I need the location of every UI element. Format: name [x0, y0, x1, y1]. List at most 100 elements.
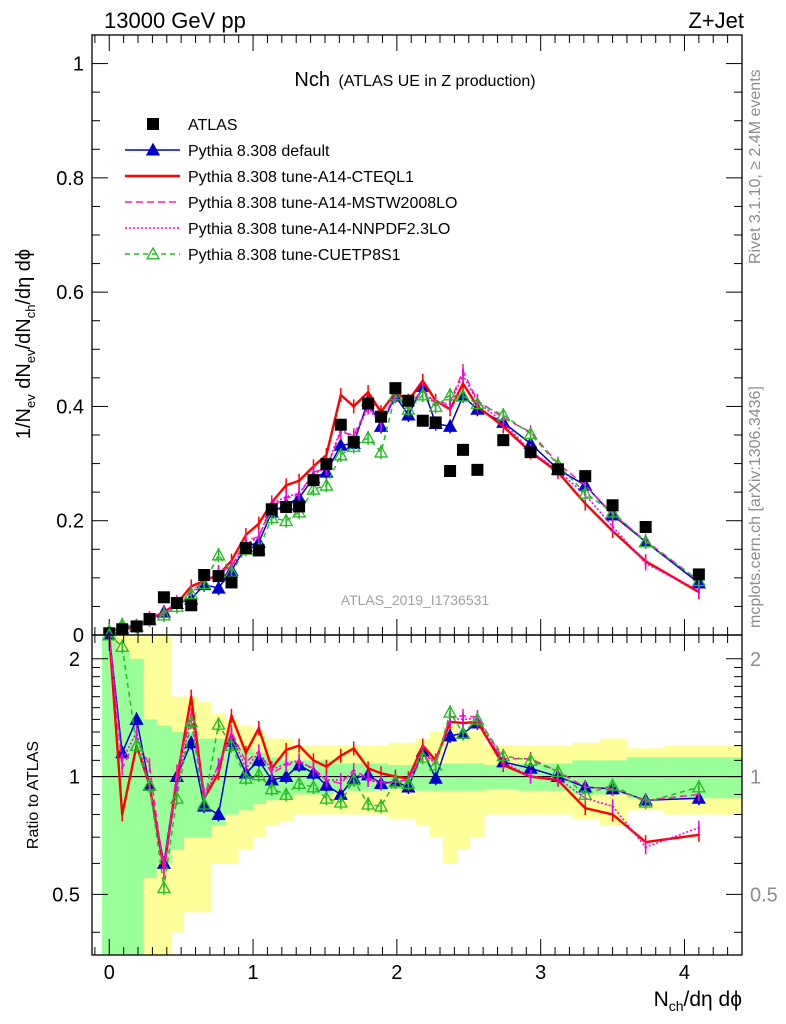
- legend-entry: Pythia 8.308 tune-A14-MSTW2008LO: [125, 195, 457, 212]
- ratio-cteql1-point: [352, 747, 355, 750]
- main-cuetp8s1-point: [428, 399, 443, 412]
- ratio-y-tick-label: 0.5: [52, 884, 80, 906]
- ratio-cteql1-point: [312, 759, 315, 762]
- ratio-cteql1-point: [584, 807, 587, 810]
- ratio-cteql1-point: [284, 748, 288, 752]
- main-y-axis-title: 1/Nev dNev/dNch/dη dϕ: [13, 249, 38, 439]
- main-cuetp8s1-point: [605, 504, 620, 518]
- main-default-point: [442, 419, 458, 432]
- main-nnpdf23lo-point: [257, 536, 261, 540]
- ratio-nnpdf23lo-point: [244, 767, 248, 770]
- ratio-nnpdf23lo-point: [162, 862, 166, 865]
- ratio-cuetp8s1-point: [238, 770, 253, 784]
- ratio-nnpdf23lo-point: [644, 845, 647, 849]
- main-cteql1-point: [584, 502, 587, 505]
- atlas-data-point: [347, 435, 360, 448]
- legend-entry: Pythia 8.308 tune-A14-NNPDF2.3LO: [125, 221, 450, 238]
- ratio-cuetp8s1-point: [115, 639, 130, 652]
- main-cteql1-point: [284, 484, 288, 487]
- main-cuetp8s1-point: [442, 387, 458, 401]
- atlas-data-point: [457, 443, 470, 456]
- ratio-default-point: [279, 769, 294, 783]
- ratio-cuetp8s1-point: [638, 794, 653, 808]
- x-tick-label: 4: [679, 962, 690, 984]
- header-left-label: 13000 GeV pp: [104, 8, 246, 33]
- ratio-band-inner: [116, 650, 130, 955]
- ratio-cuetp8s1-point: [319, 790, 334, 804]
- ratio-cuetp8s1-point: [442, 704, 458, 718]
- ratio-cuetp8s1-point: [361, 796, 376, 810]
- ratio-cuetp8s1-point: [156, 880, 172, 894]
- ratio-cuetp8s1-point: [455, 725, 471, 739]
- atlas-data-points: [103, 382, 705, 640]
- ratio-nnpdf23lo-point: [135, 730, 138, 734]
- ratio-nnpdf23lo-point: [175, 787, 179, 791]
- main-title-sub: (ATLAS UE in Z production): [338, 73, 535, 90]
- ratio-cuetp8s1-point: [605, 777, 620, 791]
- legend-label: ATLAS: [188, 117, 238, 134]
- ratio-cuetp8s1-series: [102, 627, 706, 895]
- ratio-cteql1-point: [257, 726, 261, 730]
- x-tick-label: 1: [247, 962, 258, 984]
- ratio-cteql1-point: [244, 751, 248, 755]
- main-y-tick-label: 1: [73, 54, 84, 76]
- ratio-cuetp8s1-point: [470, 712, 485, 725]
- ratio-band-inner: [225, 745, 239, 815]
- main-cteql1-point: [257, 522, 261, 525]
- ratio-cuetp8s1-point: [197, 796, 212, 810]
- ratio-band-inner: [129, 658, 144, 955]
- ratio-nnpdf23lo-point: [697, 826, 701, 829]
- ratio-mstw2008lo-line: [108, 634, 699, 873]
- main-cuetp8s1-point: [264, 510, 279, 524]
- atlas-data-point: [639, 521, 652, 533]
- atlas-data-point: [362, 397, 375, 410]
- atlas-data-point: [334, 418, 347, 431]
- main-nnpdf23lo-point: [284, 495, 288, 498]
- ratio-band-inner: [626, 757, 665, 799]
- main-cuetp8s1-point: [638, 534, 653, 548]
- atlas-data-point: [252, 544, 265, 557]
- main-y-tick-label: 0.4: [56, 396, 84, 418]
- main-nnpdf23lo-point: [644, 562, 647, 565]
- ratio-cuetp8s1-point: [184, 714, 199, 728]
- legend-marker-triangle: [145, 246, 161, 260]
- ratio-mstw2008lo-point: [162, 870, 166, 874]
- main-nnpdf23lo-point: [448, 402, 452, 405]
- rivet-version-label: Rivet 3.1.10, ≥ 2.4M events: [747, 69, 764, 264]
- main-cteql1-point: [325, 453, 328, 457]
- atlas-data-point: [402, 394, 415, 407]
- atlas-data-point: [293, 500, 306, 513]
- main-panel: 0 0.2 0.4 0.6 0.8 1 Nch (ATLAS UE in Z produc…: [13, 34, 743, 647]
- main-cuetp8s1-point: [184, 586, 199, 600]
- main-cuetp8s1-point: [578, 485, 593, 499]
- ratio-cteql1-point: [120, 813, 124, 816]
- ratio-cteql1-point: [230, 714, 233, 717]
- ratio-default-point: [442, 728, 458, 742]
- atlas-data-point: [265, 503, 278, 516]
- legend-label: Pythia 8.308 tune-CUETP8S1: [188, 247, 401, 264]
- ratio-nnpdf23lo-point: [120, 759, 124, 762]
- ratio-nnpdf23lo-point: [270, 768, 273, 772]
- ratio-mstw2008lo-point: [148, 763, 151, 767]
- ratio-cuetp8s1-point: [550, 764, 566, 777]
- ratio-y-tick-label: 2: [69, 649, 80, 671]
- x-axis-title: Nch/dη dϕ: [654, 988, 742, 1014]
- main-cuetp8s1-point: [333, 447, 348, 461]
- main-cuetp8s1-point: [388, 387, 403, 401]
- atlas-data-point: [375, 410, 388, 423]
- ratio-band-outer: [442, 725, 458, 864]
- ratio-nnpdf23lo-point: [230, 733, 233, 736]
- ratio-cteql1-point: [190, 695, 193, 698]
- ratio-cteql1-point: [325, 765, 328, 768]
- main-cteql1-point: [461, 382, 465, 385]
- main-nnpdf23lo-line: [109, 373, 700, 632]
- legend-entry: ATLAS: [147, 117, 238, 134]
- main-title-main: Nch: [294, 69, 330, 91]
- ratio-default-point: [428, 770, 443, 784]
- main-y-tick-label: 0.6: [56, 282, 84, 304]
- ratio-cteql1-point: [297, 744, 301, 747]
- ratio-cuetp8s1-point: [169, 790, 184, 804]
- legend-label: Pythia 8.308 default: [188, 143, 330, 160]
- legend-marker-triangle: [145, 142, 161, 156]
- ratio-nnpdf23lo-point: [379, 782, 383, 785]
